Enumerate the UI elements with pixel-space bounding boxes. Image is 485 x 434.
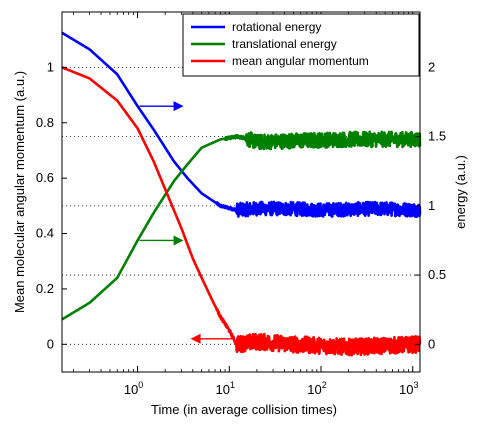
x-tick-label: 101 xyxy=(216,380,235,397)
legend-entry: translational energy xyxy=(232,37,337,51)
annotation-arrow-head xyxy=(173,101,184,112)
x-tick-label: 102 xyxy=(307,380,326,397)
legend-entry: rotational energy xyxy=(232,20,321,34)
y-axis-label-right: energy (a.u.) xyxy=(453,155,468,229)
plot-frame xyxy=(61,11,421,373)
legend: rotational energy translational energy mea… xyxy=(182,13,420,77)
y-tick-label-right: 2 xyxy=(428,59,435,74)
x-tick-label: 103 xyxy=(399,380,418,397)
legend-entry: mean angular momentum xyxy=(232,54,369,68)
series-line-translational-energy xyxy=(60,130,422,321)
series-line-rotational-energy xyxy=(60,31,422,219)
y-tick-label-right: 0.5 xyxy=(428,267,446,282)
x-tick-label: 100 xyxy=(124,380,143,397)
y-tick-label-left: 0.8 xyxy=(36,115,54,130)
y-tick-label-left: 0.2 xyxy=(36,281,54,296)
y-tick-label-right: 1.5 xyxy=(428,129,446,144)
annotation-arrows xyxy=(139,101,233,344)
axes: 0 0.2 0.4 0.6 0.8 1 0 0.5 1 1.5 2 100 101 102 103 xyxy=(36,12,446,397)
y-tick-label-right: 0 xyxy=(428,336,435,351)
y-axis-label-left: Mean molecular angular momentum (a.u.) xyxy=(12,71,27,313)
x-axis-label: Time (in average collision times) xyxy=(151,402,337,417)
y-tick-label-left: 1 xyxy=(47,59,54,74)
series-layer xyxy=(60,31,422,357)
y-tick-label-left: 0.6 xyxy=(36,170,54,185)
annotation-arrow-head xyxy=(190,333,201,344)
y-tick-label-right: 1 xyxy=(428,198,435,213)
annotation-arrow-head xyxy=(173,235,184,246)
y-tick-label-left: 0 xyxy=(47,336,54,351)
y-tick-label-left: 0.4 xyxy=(36,226,54,241)
series-line-mean-angular-momentum xyxy=(60,66,422,357)
